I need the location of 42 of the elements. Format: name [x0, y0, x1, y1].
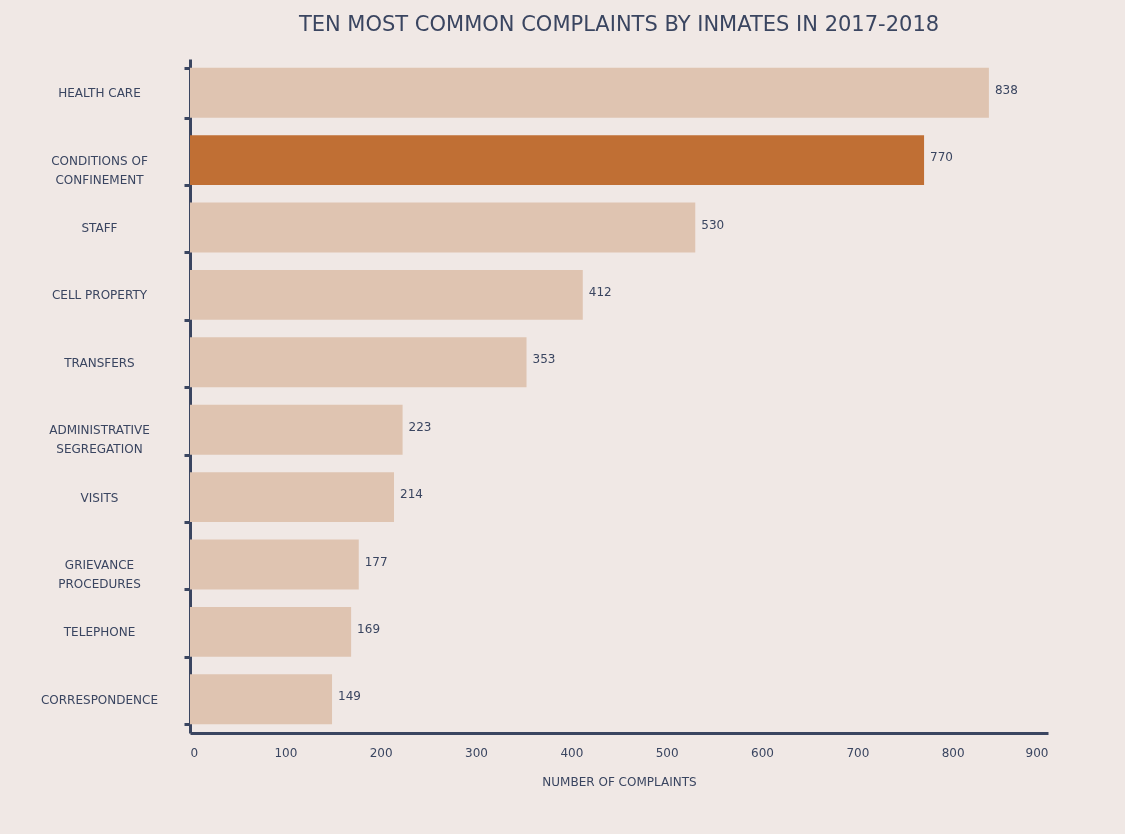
- bar: [190, 404, 403, 455]
- y-tick-label: STAFF: [81, 221, 118, 235]
- data-label: 412: [588, 284, 612, 299]
- x-tick-label: 300: [465, 745, 488, 760]
- x-axis-title: NUMBER OF COMPLAINTS: [542, 774, 697, 789]
- bar: [190, 539, 359, 590]
- bar: [190, 674, 333, 725]
- y-tick-label: TELEPHONE: [62, 625, 136, 640]
- x-tick-label: 400: [560, 745, 584, 760]
- data-label: 838: [994, 82, 1018, 97]
- x-tick-label: 600: [751, 745, 774, 760]
- data-label: 149: [338, 689, 361, 704]
- data-label: 353: [532, 352, 556, 367]
- y-tick-label: ADMINISTRATIVE SEGREGATION: [49, 423, 150, 457]
- x-tick-label: 0: [190, 745, 199, 760]
- x-tick-label: 700: [846, 745, 870, 760]
- x-tick-label: 900: [1025, 745, 1049, 760]
- y-tick-label: HEALTH CARE: [58, 86, 141, 101]
- bar: [190, 135, 925, 186]
- data-label: 177: [364, 554, 388, 569]
- y-tick-label: CELL PROPERTY: [51, 288, 148, 303]
- bar: [190, 472, 395, 523]
- bar: [190, 202, 696, 253]
- bar: [190, 337, 527, 388]
- data-label: 169: [357, 621, 381, 636]
- y-tick-label: GRIEVANCE PROCEDURES: [58, 558, 141, 591]
- data-label: 770: [930, 150, 953, 165]
- y-tick-label: CONDITIONS OF CONFINEMENT: [51, 153, 148, 187]
- x-tick-label: 500: [655, 745, 679, 760]
- x-tick-label: 100: [274, 745, 298, 760]
- y-tick-label: VISITS: [80, 490, 119, 505]
- bar: [190, 67, 989, 118]
- bar: [190, 269, 583, 320]
- y-tick-label: TRANSFERS: [63, 355, 135, 370]
- x-tick-label: 200: [369, 745, 393, 760]
- chart-title: TEN MOST COMMON COMPLAINTS BY INMATES IN 2017-2018: [297, 12, 940, 36]
- data-label: 223: [408, 419, 432, 434]
- bar: [190, 606, 352, 657]
- x-tick-label: 800: [941, 745, 965, 760]
- y-tick-label: CORRESPONDENCE: [40, 692, 159, 707]
- data-label: 530: [701, 217, 725, 232]
- data-label: 214: [400, 487, 423, 502]
